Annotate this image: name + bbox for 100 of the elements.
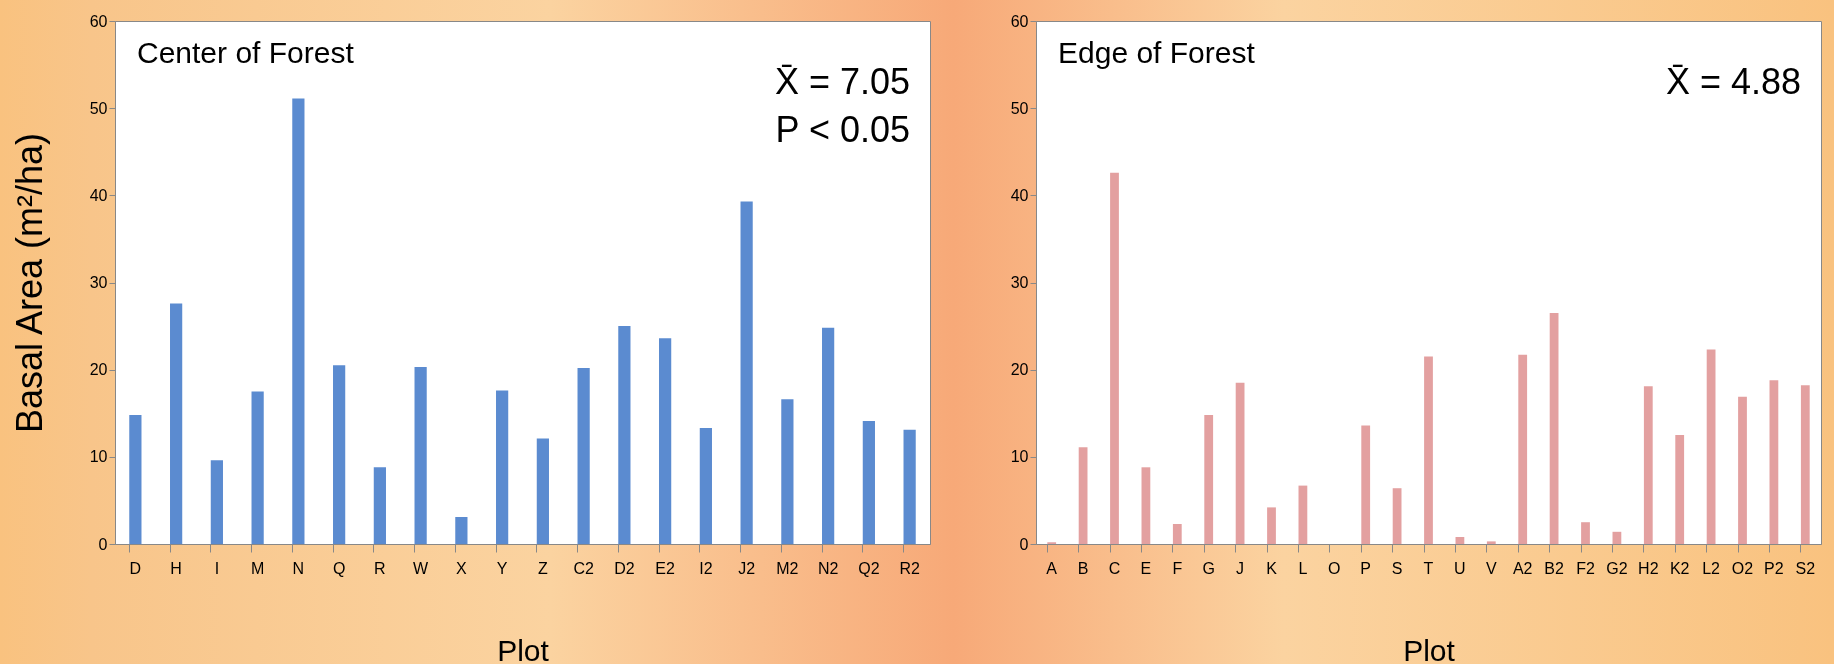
x-tick-label: F	[1172, 559, 1183, 577]
y-tick-label: 10	[1010, 448, 1029, 466]
y-tick-label: 20	[1010, 361, 1029, 379]
bar	[1361, 425, 1371, 544]
bar	[129, 414, 142, 544]
bar	[699, 428, 712, 544]
bar	[1424, 356, 1433, 544]
x-tick-label: D	[129, 559, 142, 577]
bar	[781, 399, 794, 544]
y-tick-label: 30	[89, 274, 108, 291]
bar	[1392, 488, 1402, 544]
x-tick-label: C2	[573, 559, 594, 577]
bar	[1738, 396, 1747, 544]
bar	[1800, 385, 1810, 544]
x-tick-label: G	[1202, 559, 1215, 577]
x-tick-label: X	[456, 559, 468, 577]
bar	[577, 367, 590, 544]
x-axis-title: Plot	[1403, 633, 1456, 664]
x-tick-label: F2	[1576, 559, 1595, 577]
y-tick-label: 20	[89, 361, 108, 379]
bar	[414, 367, 427, 544]
x-tick-label: N	[292, 559, 305, 577]
x-tick-label: I2	[699, 559, 713, 577]
x-tick-label: M	[250, 559, 265, 577]
x-tick-label: P	[1360, 559, 1372, 577]
x-tick-label: Q2	[858, 559, 880, 577]
bar	[822, 327, 835, 544]
x-axis-title: Plot	[497, 633, 550, 664]
y-tick-label: 0	[1019, 535, 1029, 553]
bar	[1298, 485, 1308, 544]
bar	[903, 429, 916, 544]
bar	[210, 460, 223, 544]
x-tick-label: L2	[1702, 559, 1721, 577]
x-tick-label: G2	[1606, 559, 1628, 577]
text: Edge of Forest	[1058, 36, 1256, 69]
x-tick-label: T	[1423, 559, 1434, 577]
x-tick-label: R2	[899, 559, 920, 577]
x-tick-label: L	[1298, 559, 1308, 577]
y-tick-label: 40	[1010, 186, 1029, 204]
x-tick-label: S	[1391, 559, 1403, 577]
x-tick-label: J	[1236, 559, 1245, 577]
y-tick-label: 50	[1010, 99, 1029, 117]
x-tick-label: Z	[537, 559, 548, 577]
bar	[1706, 349, 1716, 544]
x-tick-label: V	[1485, 559, 1497, 577]
y-tick-label: 40	[89, 186, 108, 204]
bar	[1110, 172, 1119, 544]
y-axis-title: Basal Area (m²/ha)	[8, 132, 50, 434]
x-tick-label: W	[413, 559, 430, 577]
y-tick-label: 0	[98, 535, 108, 553]
bar	[1078, 447, 1088, 544]
bar	[170, 303, 183, 544]
x-tick-label: H	[170, 559, 182, 577]
bar	[1172, 523, 1182, 544]
x-tick-label: J2	[738, 559, 756, 577]
bar	[618, 326, 631, 544]
text: Center of Forest	[137, 36, 355, 69]
bar	[333, 365, 346, 544]
x-tick-label: R	[374, 559, 386, 577]
bar	[1486, 541, 1496, 544]
x-tick-label: E2	[655, 559, 676, 577]
bar	[1769, 380, 1779, 544]
y-tick-label: 10	[89, 448, 108, 466]
bar	[1581, 522, 1590, 544]
bar	[455, 516, 468, 544]
bar	[1204, 414, 1214, 544]
x-tick-label: D2	[614, 559, 635, 577]
y-tick-label: 50	[89, 99, 108, 117]
x-tick-label: K2	[1669, 559, 1690, 577]
x-tick-label: B	[1077, 559, 1089, 577]
bar	[1549, 313, 1559, 544]
bar	[1235, 382, 1245, 544]
x-tick-label: O2	[1731, 559, 1754, 577]
x-tick-label: E	[1140, 559, 1152, 577]
x-tick-label: U	[1454, 559, 1466, 577]
bar	[251, 391, 264, 544]
annotation: X̄ = 4.88	[1665, 61, 1801, 102]
x-tick-label: Q	[332, 559, 346, 577]
x-tick-label: M2	[776, 559, 799, 577]
bar	[373, 467, 386, 544]
y-tick-label: 60	[1010, 12, 1029, 30]
y-tick-label: 30	[1010, 274, 1029, 291]
x-tick-label: I	[214, 559, 220, 577]
bar	[1141, 467, 1151, 544]
x-tick-label: P2	[1764, 559, 1784, 577]
bar	[1675, 435, 1685, 544]
x-tick-label: N2	[817, 559, 839, 577]
x-tick-label: S2	[1795, 559, 1816, 577]
x-tick-label: K	[1266, 559, 1278, 577]
bar	[1267, 507, 1276, 544]
bar	[740, 201, 753, 544]
x-tick-label: Y	[496, 559, 508, 577]
bar	[496, 390, 509, 544]
bar	[1643, 386, 1653, 544]
bar	[1455, 537, 1465, 544]
x-tick-label: H2	[1638, 559, 1659, 577]
bar	[1518, 354, 1528, 544]
x-tick-label: A	[1046, 559, 1058, 577]
bar	[659, 338, 672, 544]
bar	[292, 98, 305, 544]
